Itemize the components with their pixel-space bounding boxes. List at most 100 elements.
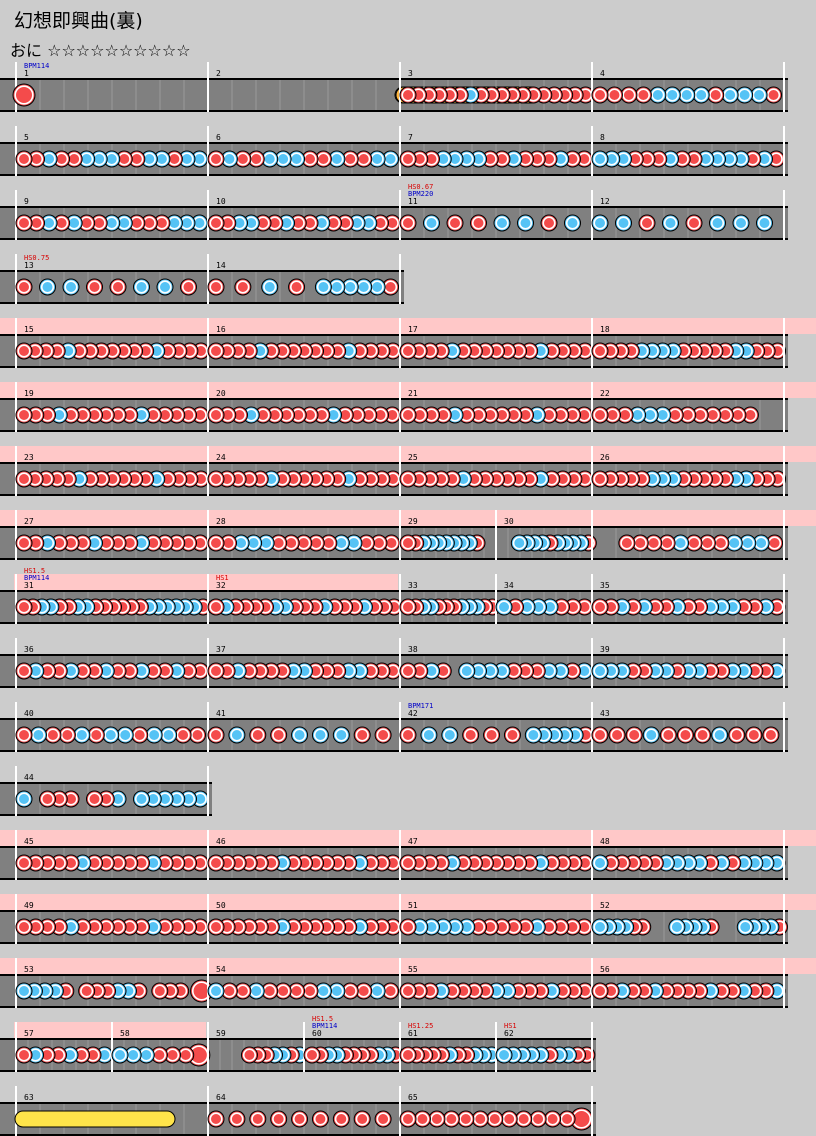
don-note-rim (17, 856, 31, 870)
ka-note-rim (209, 984, 223, 998)
big-don-note (12, 83, 36, 107)
hs-label: HS1.25 (408, 1022, 433, 1030)
chart-row: 1BPM11423034 (0, 62, 788, 112)
ka-note-rim (147, 728, 161, 742)
don-note-rim (607, 88, 622, 102)
chart-row: 45 46 47 48 (0, 830, 816, 880)
gogo-band (0, 958, 816, 974)
don-note-rim (593, 88, 607, 102)
ka-note-rim (710, 216, 725, 230)
don-note-rim (334, 1112, 348, 1126)
don-note-rim (401, 984, 415, 998)
measure-number: 30 (504, 517, 514, 526)
difficulty-label: おに (10, 41, 43, 60)
don-note-rim (313, 1112, 328, 1126)
don-note-rim (46, 728, 60, 742)
ka-note-rim (460, 664, 474, 678)
don-note-rim (111, 280, 125, 294)
measure-number: 14 (216, 261, 226, 270)
don-note-rim (209, 1112, 223, 1126)
ka-note-rim (593, 664, 607, 678)
bpm-label: BPM114 (24, 574, 49, 582)
hs-label: HS0.67 (408, 183, 433, 191)
chart-row: 49 50 51 52 (0, 894, 816, 944)
ka-note-rim (134, 792, 149, 806)
don-note-rim (242, 1048, 257, 1062)
measure-number: 16 (216, 325, 226, 334)
don-note-rim (593, 344, 607, 358)
measure-number: 55 (408, 965, 418, 974)
measure-number: 61 (408, 1029, 418, 1038)
don-note-rim (17, 344, 31, 358)
measure-number: 39 (600, 645, 610, 654)
don-note-rim (17, 472, 31, 486)
ka-note-rim (593, 152, 607, 166)
measure-number: 41 (216, 709, 226, 718)
don-note-rim (687, 216, 701, 230)
ka-note-rim (134, 280, 149, 294)
don-note-rim (209, 728, 223, 742)
ka-note-rim (424, 216, 439, 230)
ka-note-rim (313, 728, 328, 742)
ka-note-rim (17, 984, 31, 998)
measure-number: 24 (216, 453, 226, 462)
ka-note-rim (616, 216, 631, 230)
measure-number: 21 (408, 389, 418, 398)
don-note-rim (766, 88, 781, 102)
measure-number: 18 (600, 325, 610, 334)
big-don-note-rim (14, 85, 34, 105)
chart-row: 27 28 29 30 (0, 510, 816, 560)
measure-number: 26 (600, 453, 610, 462)
ka-note-rim (17, 792, 31, 806)
don-note-rim (401, 408, 415, 422)
ka-note-rim (565, 216, 580, 230)
don-note-rim (176, 728, 190, 742)
ka-note-rim (651, 88, 665, 102)
measure-number: 10 (216, 197, 226, 206)
don-note-rim (560, 1112, 574, 1126)
don-note-rim (153, 984, 167, 998)
don-note-rim (17, 664, 31, 678)
don-note-rim (17, 536, 31, 550)
ka-note-rim (593, 856, 607, 870)
ka-note-rim (497, 1048, 511, 1062)
measure-number: 35 (600, 581, 610, 590)
ka-note-rim (64, 280, 78, 294)
measure-number: 62 (504, 1029, 514, 1038)
ka-note-rim (680, 88, 694, 102)
ka-note-rim (497, 600, 511, 614)
bpm-label: BPM220 (408, 190, 433, 198)
measure-number: 58 (120, 1029, 130, 1038)
measure-number: 11 (408, 197, 418, 206)
don-note-rim (531, 1112, 545, 1126)
don-note-rim (517, 1112, 531, 1126)
measure-number: 2 (216, 69, 221, 78)
don-note-rim (80, 984, 94, 998)
don-note-rim (17, 1048, 31, 1062)
gogo-band (0, 830, 816, 846)
don-note-rim (17, 920, 31, 934)
measure-number: 5 (24, 133, 29, 142)
don-note-rim (209, 664, 223, 678)
don-note-rim (593, 728, 607, 742)
ka-note-rim (723, 88, 737, 102)
don-note-rim (542, 216, 556, 230)
don-note-rim (661, 728, 675, 742)
ka-note-rim (752, 88, 766, 102)
don-note-rim (747, 728, 761, 742)
don-note-rim (272, 728, 286, 742)
gogo-band (0, 382, 816, 398)
don-note-rim (401, 856, 415, 870)
ka-note-rim (75, 728, 89, 742)
measure-number: 19 (24, 389, 34, 398)
ka-note-rim (422, 728, 436, 742)
ka-note-rim (663, 216, 678, 230)
measure-number: 22 (600, 389, 610, 398)
don-note-rim (695, 728, 710, 742)
don-note-rim (376, 1112, 390, 1126)
don-note-rim (593, 472, 607, 486)
chart-row: 19 20 21 22 (0, 382, 816, 432)
